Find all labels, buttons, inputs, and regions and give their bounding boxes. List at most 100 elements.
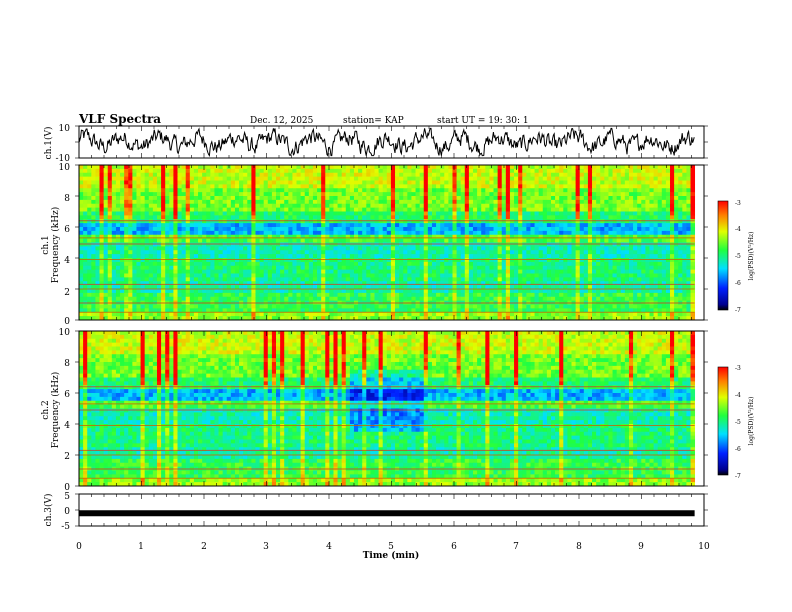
heatmap-cell <box>497 168 503 174</box>
heatmap-cell <box>509 258 515 263</box>
heatmap-cell <box>296 281 302 286</box>
heatmap-cell <box>325 250 330 255</box>
heatmap-cell <box>608 269 613 274</box>
heatmap-cell <box>321 223 326 228</box>
heatmap-cell <box>526 180 531 185</box>
heatmap-cell <box>107 165 113 170</box>
heatmap-cell <box>600 172 605 178</box>
heatmap-cell <box>633 277 638 282</box>
heatmap-cell <box>460 184 466 189</box>
heatmap-cell <box>649 199 654 205</box>
heatmap-cell <box>460 250 466 255</box>
heatmap-cell <box>419 203 425 209</box>
heatmap-cell <box>169 203 174 209</box>
heatmap-cell <box>234 223 240 228</box>
heatmap-cell <box>559 215 564 220</box>
heatmap-cell <box>198 184 203 189</box>
heatmap-cell <box>460 246 466 251</box>
heatmap-cell <box>210 269 215 274</box>
heatmap-cell <box>633 192 638 197</box>
heatmap-cell <box>239 273 244 278</box>
heatmap-cell <box>612 215 618 220</box>
heatmap-cell <box>120 246 125 251</box>
heatmap-cell <box>288 246 293 251</box>
heatmap-cell <box>678 230 683 236</box>
heatmap-cell <box>230 227 236 232</box>
heatmap-cell <box>296 168 302 174</box>
heatmap-cell <box>210 184 215 189</box>
heatmap-cell <box>444 238 449 243</box>
heatmap-cell <box>234 165 240 170</box>
heatmap-cell <box>427 258 433 263</box>
heatmap-cell <box>419 168 425 174</box>
heatmap-cell <box>317 273 322 278</box>
heatmap-cell <box>559 230 564 236</box>
heatmap-cell <box>382 250 388 255</box>
heatmap-cell <box>173 207 178 212</box>
heatmap-cell <box>411 165 416 170</box>
heatmap-cell <box>386 172 392 178</box>
heatmap-cell <box>542 176 548 181</box>
heatmap-cell <box>243 219 248 224</box>
heatmap-cell <box>148 184 154 189</box>
heatmap-cell <box>165 211 170 216</box>
heatmap-cell <box>489 215 494 220</box>
heatmap-cell <box>612 192 618 197</box>
heatmap-cell <box>436 219 441 224</box>
heatmap-cell <box>436 188 441 193</box>
heatmap-cell <box>165 207 170 212</box>
heatmap-cell <box>124 277 129 282</box>
heatmap-cell <box>271 188 277 193</box>
heatmap-cell <box>140 172 146 178</box>
heatmap-cell <box>374 289 379 294</box>
heatmap-cell <box>329 281 334 286</box>
heatmap-cell <box>370 184 375 189</box>
heatmap-cell <box>509 254 515 259</box>
heatmap-cell <box>251 184 256 189</box>
heatmap-cell <box>583 215 589 220</box>
heatmap-cell <box>514 258 519 263</box>
heatmap-cell <box>111 176 117 181</box>
heatmap-cell <box>230 192 236 197</box>
heatmap-cell <box>460 180 466 185</box>
heatmap-cell <box>649 207 654 212</box>
heatmap-cell <box>608 254 613 259</box>
heatmap-cell <box>645 199 650 205</box>
heatmap-cell <box>304 176 310 181</box>
heatmap-cell <box>583 234 589 240</box>
heatmap-cell <box>300 285 306 290</box>
heatmap-cell <box>329 227 334 232</box>
heatmap-cell <box>329 172 334 178</box>
heatmap-cell <box>509 176 515 181</box>
heatmap-cell <box>670 196 675 201</box>
heatmap-cell <box>378 254 384 259</box>
heatmap-cell <box>550 261 556 267</box>
heatmap-cell <box>267 223 273 228</box>
heatmap-cell <box>345 168 351 174</box>
heatmap-cell <box>596 254 601 259</box>
heatmap-cell <box>657 211 663 216</box>
heatmap-cell <box>501 172 507 178</box>
heatmap-cell <box>308 188 314 193</box>
heatmap-cell <box>555 176 560 181</box>
heatmap-cell <box>156 230 162 236</box>
heatmap-cell <box>411 261 416 267</box>
heatmap-cell <box>255 196 260 201</box>
heatmap-cell <box>234 219 240 224</box>
heatmap-cell <box>448 172 453 178</box>
heatmap-cell <box>608 234 613 240</box>
heatmap-cell <box>148 285 154 290</box>
heatmap-cell <box>390 184 396 189</box>
heatmap-cell <box>251 265 256 271</box>
heatmap-cell <box>411 238 416 243</box>
heatmap-cell <box>312 219 318 224</box>
heatmap-cell <box>415 165 421 170</box>
heatmap-cell <box>173 261 178 267</box>
heatmap-cell <box>436 203 441 209</box>
heatmap-cell <box>210 242 215 247</box>
heatmap-cell <box>538 258 544 263</box>
heatmap-cell <box>280 258 285 263</box>
heatmap-cell <box>214 192 219 197</box>
heatmap-cell <box>608 223 613 228</box>
